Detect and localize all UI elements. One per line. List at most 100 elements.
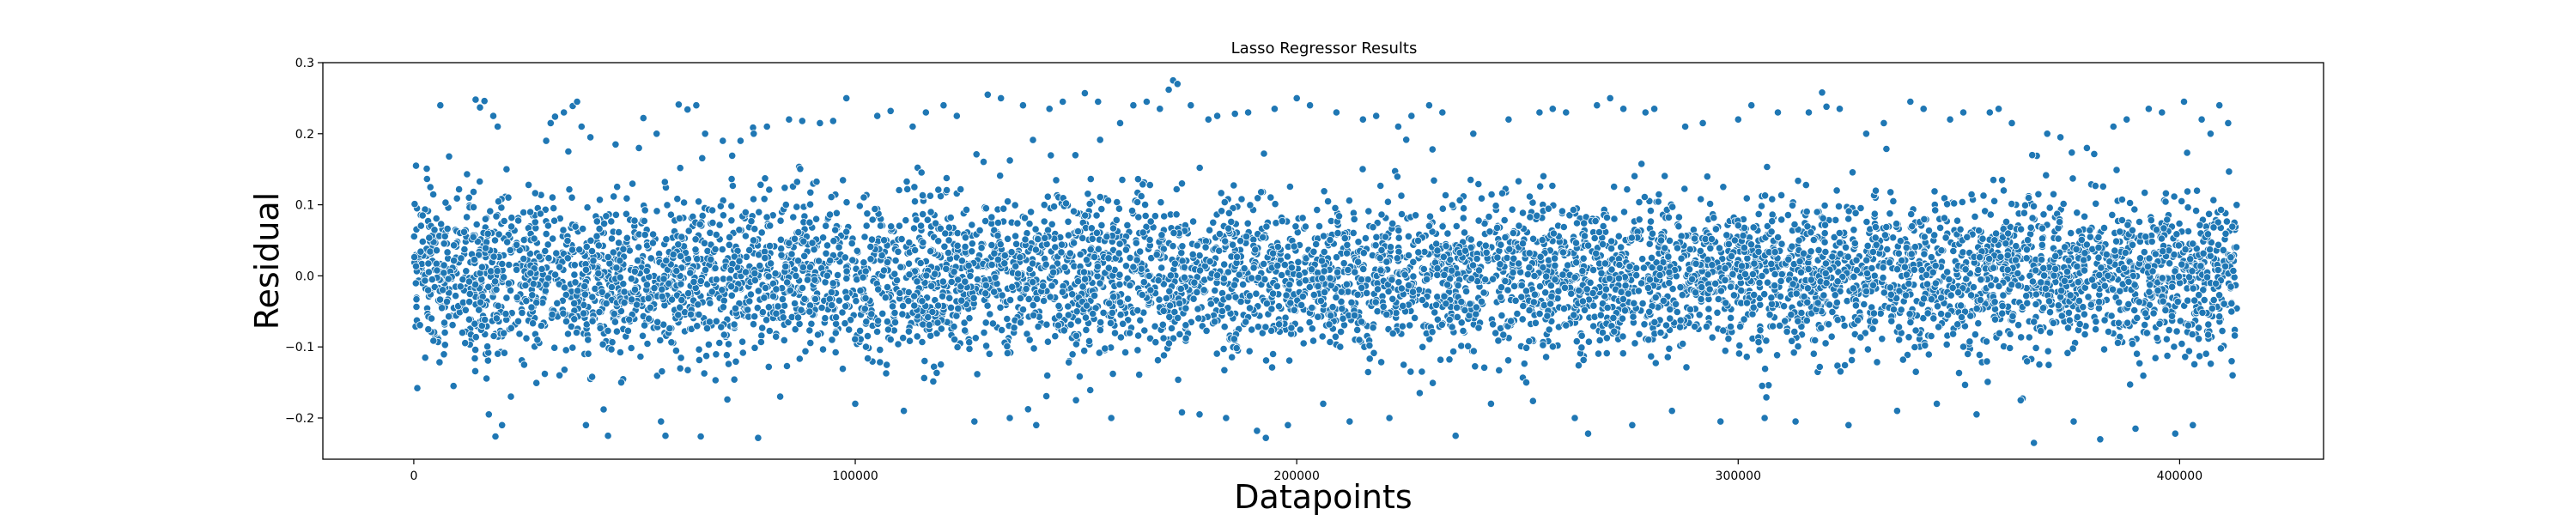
scatter-point [1060,263,1069,271]
scatter-point [1066,320,1075,329]
scatter-point [983,301,992,310]
scatter-point [1848,168,1857,177]
scatter-point [2080,310,2088,318]
scatter-point [2038,224,2047,233]
scatter-point [1661,172,1669,180]
scatter-point [1285,356,1294,365]
scatter-point [1267,363,1277,372]
scatter-point [1679,339,1687,348]
scatter-point [2081,212,2089,221]
scatter-point [1012,239,1021,248]
scatter-point [1104,264,1113,272]
scatter-point [1343,240,1352,249]
scatter-point [1518,209,1528,217]
scatter-point [1415,389,1425,397]
scatter-point [2204,330,2213,339]
scatter-point [1844,215,1853,223]
scatter-point [1763,278,1772,287]
scatter-point [756,180,765,189]
scatter-point [1113,197,1121,207]
scatter-point [1645,239,1654,248]
scatter-point [592,217,601,226]
scatter-point [1979,191,1988,200]
scatter-point [1031,225,1040,233]
scatter-point [1137,264,1145,273]
scatter-point [1762,336,1771,345]
scatter-point [1262,222,1271,231]
scatter-point [942,173,951,183]
scatter-point [1908,222,1917,231]
scatter-point [1920,215,1929,223]
scatter-point [1027,208,1036,216]
scatter-point [1894,249,1903,258]
scatter-point [667,338,676,347]
scatter-point [747,217,756,226]
scatter-point [1893,220,1901,228]
scatter-point [653,318,662,326]
scatter-point [1617,243,1625,251]
scatter-point [1960,380,1970,389]
scatter-point [903,185,912,193]
scatter-point [1172,185,1181,194]
scatter-point [2049,318,2057,327]
scatter-point [1536,182,1545,191]
scatter-point [872,327,882,336]
scatter-point [1159,334,1168,342]
scatter-point [904,327,914,336]
scatter-point [866,255,875,264]
scatter-point [1324,197,1333,206]
scatter-point [1726,322,1735,331]
scatter-point [960,318,969,327]
scatter-point [1449,347,1458,356]
scatter-point [750,312,759,321]
scatter-point [691,245,700,254]
scatter-point [1024,294,1033,303]
scatter-point [1097,221,1106,229]
scatter-point [814,257,823,265]
scatter-point [673,195,682,203]
scatter-point [1431,308,1439,317]
scatter-point [443,224,452,233]
scatter-point [1468,261,1478,270]
scatter-point [2123,221,2132,229]
scatter-point [1457,318,1466,327]
scatter-point [1218,207,1226,215]
scatter-point [698,154,707,162]
scatter-point [805,263,815,271]
scatter-point [1950,199,1959,208]
scatter-point [2147,216,2155,225]
scatter-point [1489,275,1498,283]
scatter-point [950,268,958,276]
scatter-point [1758,381,1766,391]
scatter-point [727,202,736,210]
scatter-point [1394,233,1403,242]
scatter-point [2133,313,2142,322]
scatter-point [981,204,991,213]
scatter-point [1944,311,1953,319]
scatter-point [1870,271,1879,280]
scatter-point [1294,258,1303,266]
scatter-point [1011,201,1019,209]
scatter-point [1043,337,1053,346]
scatter-point [2034,190,2043,198]
scatter-point [1776,292,1785,300]
scatter-point [766,221,775,230]
scatter-point [463,170,471,179]
scatter-point [2209,223,2218,232]
scatter-point [895,221,904,230]
scatter-point [1503,253,1511,263]
scatter-point [932,219,940,227]
scatter-point [1969,282,1978,292]
scatter-point [1592,249,1601,258]
scatter-point [822,221,830,230]
scatter-point [1856,203,1865,213]
scatter-point [1602,213,1612,222]
scatter-point [1166,271,1176,280]
scatter-point [1096,193,1104,202]
scatter-point [2135,298,2143,306]
scatter-point [781,184,789,192]
scatter-point [1133,346,1142,354]
scatter-point [1590,233,1599,243]
scatter-point [1224,293,1233,301]
scatter-point [1999,291,2008,300]
